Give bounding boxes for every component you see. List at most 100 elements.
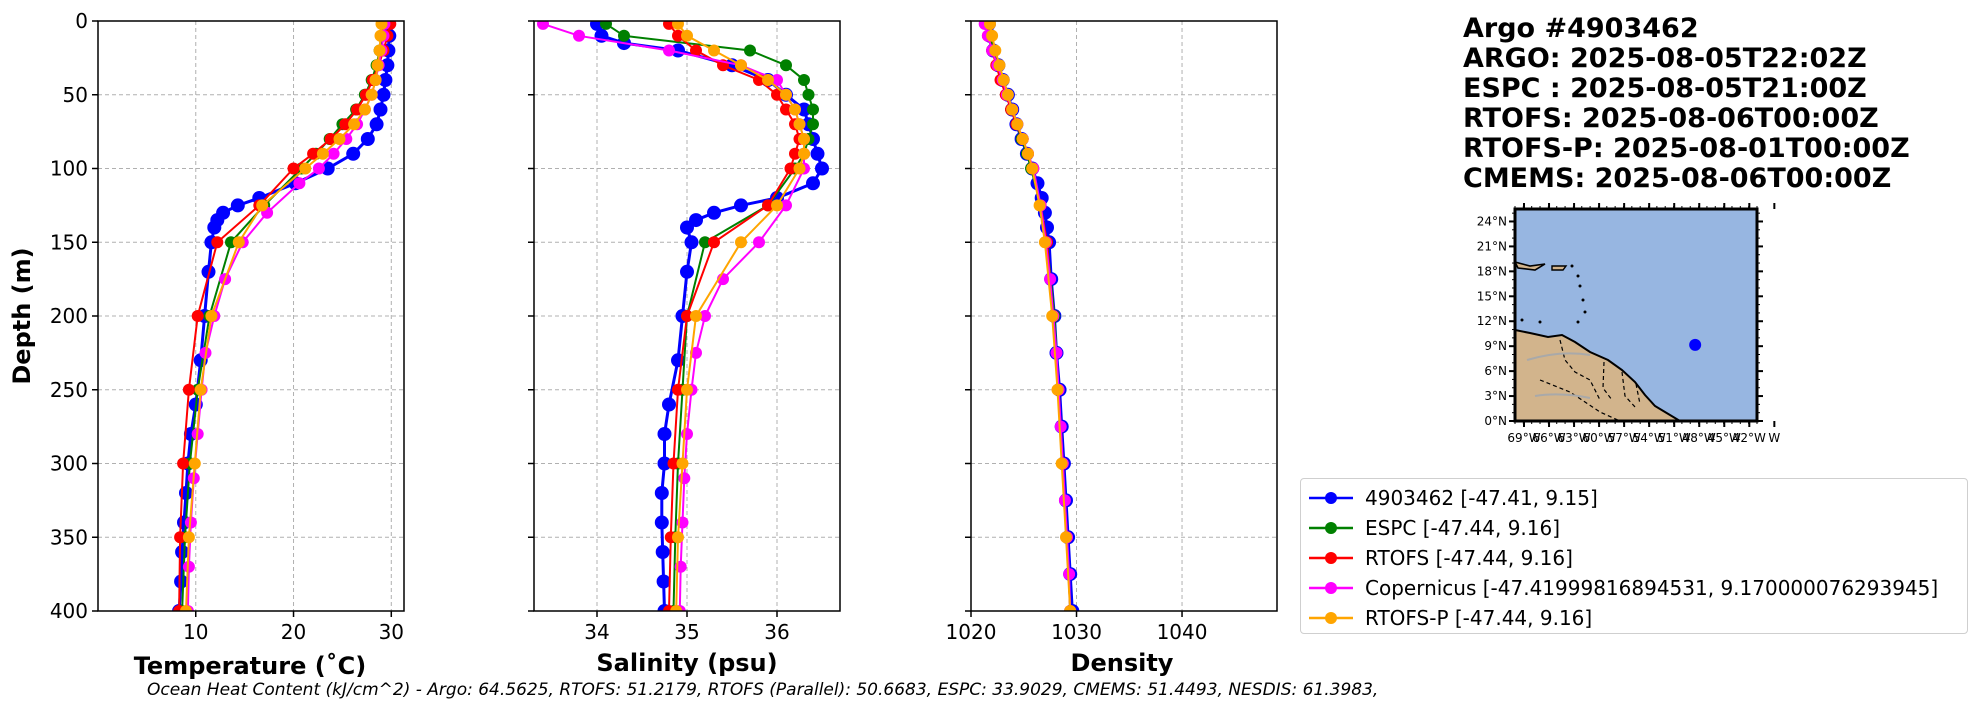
salinity-xtick-label-35: 35 bbox=[674, 620, 699, 644]
salinity-point-argo bbox=[797, 102, 811, 117]
map-xtick-label: 45°W bbox=[1708, 431, 1741, 445]
temperature-point-copernicus bbox=[327, 147, 340, 160]
title-argo-id: Argo #4903462 bbox=[1463, 13, 1699, 44]
density-point-rtofs_p bbox=[1016, 133, 1029, 145]
legend-swatch-rtofs-p bbox=[1309, 612, 1353, 624]
temperature-point-argo bbox=[376, 87, 391, 102]
density-series-copernicus bbox=[978, 21, 1077, 611]
salinity-point-rtofs bbox=[667, 457, 680, 470]
temperature-point-rtofs bbox=[174, 531, 187, 544]
temperature-point-rtofs_p bbox=[299, 162, 312, 175]
density-point-rtofs_p bbox=[1051, 383, 1064, 396]
map-border-3 bbox=[1621, 371, 1637, 409]
map-frame bbox=[1513, 207, 1759, 423]
map-xtick-label: 60°W bbox=[1583, 431, 1616, 445]
map-border-5 bbox=[1539, 379, 1621, 421]
density-point-copernicus bbox=[1054, 420, 1067, 433]
salinity-point-argo bbox=[656, 574, 671, 589]
temperature-ytick-label-300: 300 bbox=[50, 452, 88, 476]
salinity-point-copernicus bbox=[690, 346, 702, 359]
temperature-point-rtofs bbox=[211, 236, 224, 249]
density-panel: 1020 1030 1040 bbox=[946, 20, 1278, 644]
temperature-point-rtofs_p bbox=[348, 118, 361, 131]
temperature-point-rtofs_p bbox=[194, 383, 207, 396]
salinity-xtick-label-34: 34 bbox=[584, 620, 609, 644]
legend-label-copernicus: Copernicus [-47.41999816894531, 9.170000… bbox=[1365, 576, 1939, 600]
salinity-point-copernicus bbox=[771, 74, 783, 86]
temperature-point-argo bbox=[346, 146, 361, 161]
density-point-rtofs_p bbox=[1046, 310, 1059, 322]
temperature-point-rtofs_p bbox=[371, 59, 384, 72]
temperature-ytick-label-250: 250 bbox=[50, 378, 88, 402]
salinity-point-argo bbox=[815, 161, 829, 176]
salinity-point-rtofs_p bbox=[672, 21, 684, 30]
title-cmems-time: CMEMS: 2025-08-06T00:00Z bbox=[1463, 163, 1892, 194]
map-xtick-label: 63°W bbox=[1557, 431, 1590, 445]
salinity-point-rtofs bbox=[690, 44, 702, 57]
salinity-point-rtofs_p bbox=[672, 531, 684, 544]
temperature-xlabel: Temperature (˚C) bbox=[134, 652, 367, 680]
salinity-point-rtofs bbox=[784, 162, 797, 175]
salinity-point-argo bbox=[707, 205, 721, 220]
legend-item-rtofs: RTOFS [-47.44, 9.16] bbox=[1307, 543, 1967, 573]
salinity-xtick-label-36: 36 bbox=[764, 620, 789, 644]
temperature-point-argo bbox=[207, 220, 222, 235]
salinity-point-copernicus bbox=[663, 44, 675, 57]
map-ytick-label: 24°N bbox=[1477, 214, 1507, 228]
salinity-series-copernicus bbox=[537, 21, 810, 611]
density-point-copernicus bbox=[1063, 568, 1076, 581]
salinity-point-argo bbox=[654, 486, 669, 500]
salinity-point-espc bbox=[744, 44, 756, 57]
temperature-point-rtofs_p bbox=[232, 236, 245, 249]
map-ytick-label: 18°N bbox=[1477, 264, 1507, 278]
legend-swatch-rtofs bbox=[1309, 552, 1353, 564]
density-xtick-label-1040: 1040 bbox=[1157, 620, 1208, 644]
temperature-point-rtofs_p bbox=[188, 457, 201, 470]
legend-swatch-espc bbox=[1309, 522, 1353, 534]
temperature-point-rtofs bbox=[339, 118, 352, 131]
map-river-2 bbox=[1534, 393, 1591, 399]
temperature-point-argo bbox=[380, 58, 395, 73]
temperature-point-copernicus bbox=[293, 177, 306, 190]
temperature-xtick-label-10: 10 bbox=[183, 620, 208, 644]
temperature-ytick-label-50: 50 bbox=[63, 83, 88, 107]
salinity-point-rtofs bbox=[780, 103, 792, 116]
density-xtick-label-1030: 1030 bbox=[1051, 620, 1102, 644]
salinity-point-rtofs_p bbox=[771, 199, 783, 212]
map-ytick-label: 3°N bbox=[1484, 389, 1507, 403]
salinity-point-argo bbox=[684, 235, 699, 250]
legend-item-espc: ESPC [-47.44, 9.16] bbox=[1307, 513, 1967, 543]
salinity-series-rtofs bbox=[663, 21, 806, 611]
density-xlabel: Density bbox=[1071, 649, 1174, 677]
map-border-4 bbox=[1635, 383, 1641, 405]
temperature-point-rtofs_p bbox=[365, 88, 378, 101]
salinity-line-copernicus bbox=[542, 22, 805, 611]
temperature-point-rtofs_p bbox=[358, 103, 371, 116]
salinity-point-rtofs bbox=[789, 147, 801, 160]
salinity-point-espc bbox=[699, 236, 711, 249]
salinity-plot-area bbox=[537, 21, 829, 611]
salinity-point-espc bbox=[798, 74, 810, 86]
salinity-point-rtofs bbox=[672, 383, 684, 396]
temperature-point-rtofs_p bbox=[374, 29, 387, 42]
title-rtofs-time: RTOFS: 2025-08-06T00:00Z bbox=[1463, 103, 1879, 134]
title-argo-time: ARGO: 2025-08-05T22:02Z bbox=[1463, 43, 1867, 74]
map-xtick-label: 51°W bbox=[1658, 431, 1691, 445]
density-point-rtofs_p bbox=[993, 59, 1006, 72]
legend-item-rtofs-p: RTOFS-P [-47.44, 9.16] bbox=[1307, 603, 1967, 633]
density-point-rtofs_p bbox=[1038, 236, 1051, 249]
density-plot-area bbox=[978, 21, 1080, 611]
salinity-point-rtofs bbox=[681, 310, 693, 322]
map-border-1 bbox=[1559, 339, 1601, 401]
salinity-line-espc bbox=[605, 23, 814, 611]
map-xtick-label: W bbox=[1768, 431, 1780, 445]
salinity-point-rtofs bbox=[663, 21, 675, 30]
temperature-point-rtofs bbox=[287, 162, 300, 175]
salinity-point-copernicus bbox=[699, 310, 711, 322]
density-point-copernicus bbox=[1050, 346, 1063, 359]
temperature-panel: 0 50 100 150 200 250 300 350 400 10 20 30 bbox=[50, 9, 405, 644]
map-island-7 bbox=[1520, 318, 1524, 322]
salinity-point-argo bbox=[680, 264, 694, 279]
salinity-point-rtofs_p bbox=[681, 383, 693, 396]
